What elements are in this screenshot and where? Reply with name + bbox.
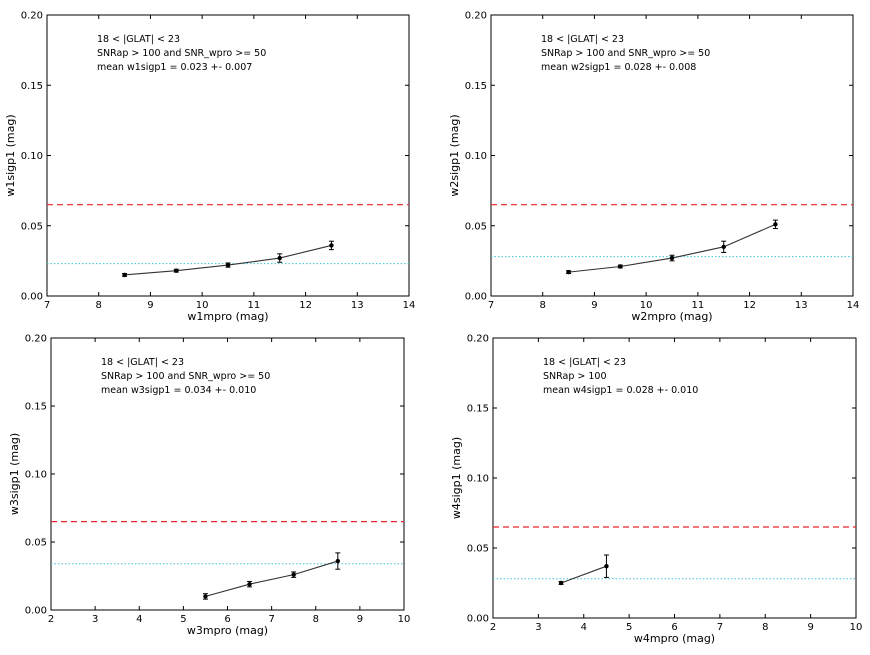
y-tick-label: 0.20 [465, 11, 487, 22]
x-tick-label: 6 [224, 614, 230, 625]
data-point [203, 594, 208, 599]
annotation-line: mean w1sigp1 = 0.023 +- 0.007 [97, 62, 252, 73]
series-line [560, 565, 607, 584]
x-tick-label: 8 [762, 622, 768, 633]
y-axis-label: w2sigp1 (mag) [448, 114, 461, 196]
y-tick-label: 0.20 [21, 11, 43, 22]
x-tick-label: 2 [48, 614, 54, 625]
data-point [225, 262, 231, 268]
x-tick-label: 4 [136, 614, 142, 625]
data-point [174, 268, 179, 273]
y-tick-label: 0.10 [467, 474, 489, 485]
data-point [277, 255, 282, 261]
x-tick-label: 10 [640, 300, 653, 311]
x-tick-label: 8 [313, 614, 319, 625]
y-tick-label: 0.05 [25, 538, 47, 549]
y-tick-label: 0.05 [465, 221, 487, 232]
annotation-line: mean w2sigp1 = 0.028 +- 0.008 [541, 62, 696, 73]
y-tick-label: 0.00 [25, 606, 47, 617]
y-tick-label: 0.15 [25, 402, 47, 413]
y-axis-label: w3sigp1 (mag) [8, 433, 21, 515]
y-tick-label: 0.00 [467, 614, 489, 625]
y-tick-label: 0.05 [467, 544, 489, 555]
x-tick-label: 5 [180, 614, 186, 625]
y-tick-label: 0.20 [25, 334, 47, 345]
data-point [247, 581, 252, 587]
x-tick-label: 13 [351, 300, 364, 311]
x-tick-label: 9 [807, 622, 813, 633]
data-point [335, 558, 341, 564]
annotation-line: SNRap > 100 and SNR_wpro >= 50 [541, 48, 710, 59]
annotation-line: 18 < |GLAT| < 23 [541, 34, 624, 45]
x-tick-label: 2 [490, 622, 496, 633]
y-axis-label: w1sigp1 (mag) [4, 114, 17, 196]
x-tick-label: 10 [850, 622, 863, 633]
annotation-line: 18 < |GLAT| < 23 [101, 357, 184, 368]
y-tick-label: 0.15 [465, 81, 487, 92]
series-line [568, 223, 776, 273]
data-point [669, 255, 675, 261]
data-point [291, 572, 296, 577]
x-tick-label: 9 [591, 300, 597, 311]
y-tick-label: 0.00 [465, 292, 487, 303]
data-point [558, 580, 564, 586]
x-tick-label: 12 [299, 300, 312, 311]
x-tick-label: 5 [626, 622, 632, 633]
y-tick-label: 0.10 [465, 151, 487, 162]
series-line [205, 560, 338, 597]
x-tick-label: 3 [92, 614, 98, 625]
chart-panel-4: 2 3 4 5 6 7 8 9 10 0.00 0.05 0.10 0.15 0.20 w4mpro (ma… [450, 334, 862, 646]
annotation-line: mean w3sigp1 = 0.034 +- 0.010 [101, 385, 256, 396]
data-point [618, 264, 623, 269]
y-tick-label: 0.15 [467, 404, 489, 415]
x-tick-label: 7 [488, 300, 494, 311]
x-axis-label: w4mpro (mag) [634, 632, 715, 645]
x-tick-label: 14 [847, 300, 860, 311]
data-point [122, 272, 127, 278]
series-line [124, 244, 332, 276]
x-tick-label: 6 [671, 622, 677, 633]
data-point [721, 244, 726, 250]
x-tick-label: 11 [691, 300, 704, 311]
x-axis-label: w3mpro (mag) [187, 624, 268, 637]
x-tick-label: 7 [268, 614, 274, 625]
annotation-line: SNRap > 100 [543, 371, 607, 382]
x-tick-label: 9 [357, 614, 363, 625]
y-tick-label: 0.05 [21, 221, 43, 232]
annotation-line: SNRap > 100 and SNR_wpro >= 50 [97, 48, 266, 59]
annotation-line: 18 < |GLAT| < 23 [97, 34, 180, 45]
x-tick-label: 4 [581, 622, 587, 633]
x-tick-label: 7 [717, 622, 723, 633]
data-point [566, 269, 571, 275]
x-tick-label: 12 [743, 300, 756, 311]
y-tick-label: 0.15 [21, 81, 43, 92]
y-axis-label: w4sigp1 (mag) [450, 437, 463, 519]
x-tick-label: 8 [96, 300, 102, 311]
y-tick-label: 0.20 [467, 334, 489, 345]
x-tick-label: 14 [403, 300, 416, 311]
x-tick-label: 10 [196, 300, 209, 311]
x-tick-label: 9 [147, 300, 153, 311]
data-point [773, 222, 778, 227]
chart-panel-2: 7 8 9 10 11 12 13 14 0.00 0.05 0.10 0.15 0.20 w2mpro … [448, 11, 859, 324]
x-tick-label: 11 [247, 300, 260, 311]
x-axis-label: w2mpro (mag) [631, 310, 712, 323]
x-tick-label: 8 [540, 300, 546, 311]
y-tick-label: 0.10 [25, 470, 47, 481]
chart-panel-3: 2 3 4 5 6 7 8 9 10 0.00 0.05 0.10 0.15 0.20 w3mpro (ma… [8, 334, 410, 638]
data-point [604, 564, 609, 569]
x-tick-label: 13 [795, 300, 808, 311]
x-tick-label: 10 [398, 614, 411, 625]
data-point [329, 243, 334, 248]
y-tick-label: 0.00 [21, 292, 43, 303]
x-axis-label: w1mpro (mag) [187, 310, 268, 323]
chart-panel-1: 7 8 9 10 11 12 13 14 0.00 0.05 0.10 0.15 0.20 w1mpro … [4, 11, 415, 324]
x-tick-label: 3 [535, 622, 541, 633]
x-tick-label: 7 [44, 300, 50, 311]
y-tick-label: 0.10 [21, 151, 43, 162]
annotation-line: mean w4sigp1 = 0.028 +- 0.010 [543, 385, 698, 396]
annotation-line: SNRap > 100 and SNR_wpro >= 50 [101, 371, 270, 382]
annotation-line: 18 < |GLAT| < 23 [543, 357, 626, 368]
